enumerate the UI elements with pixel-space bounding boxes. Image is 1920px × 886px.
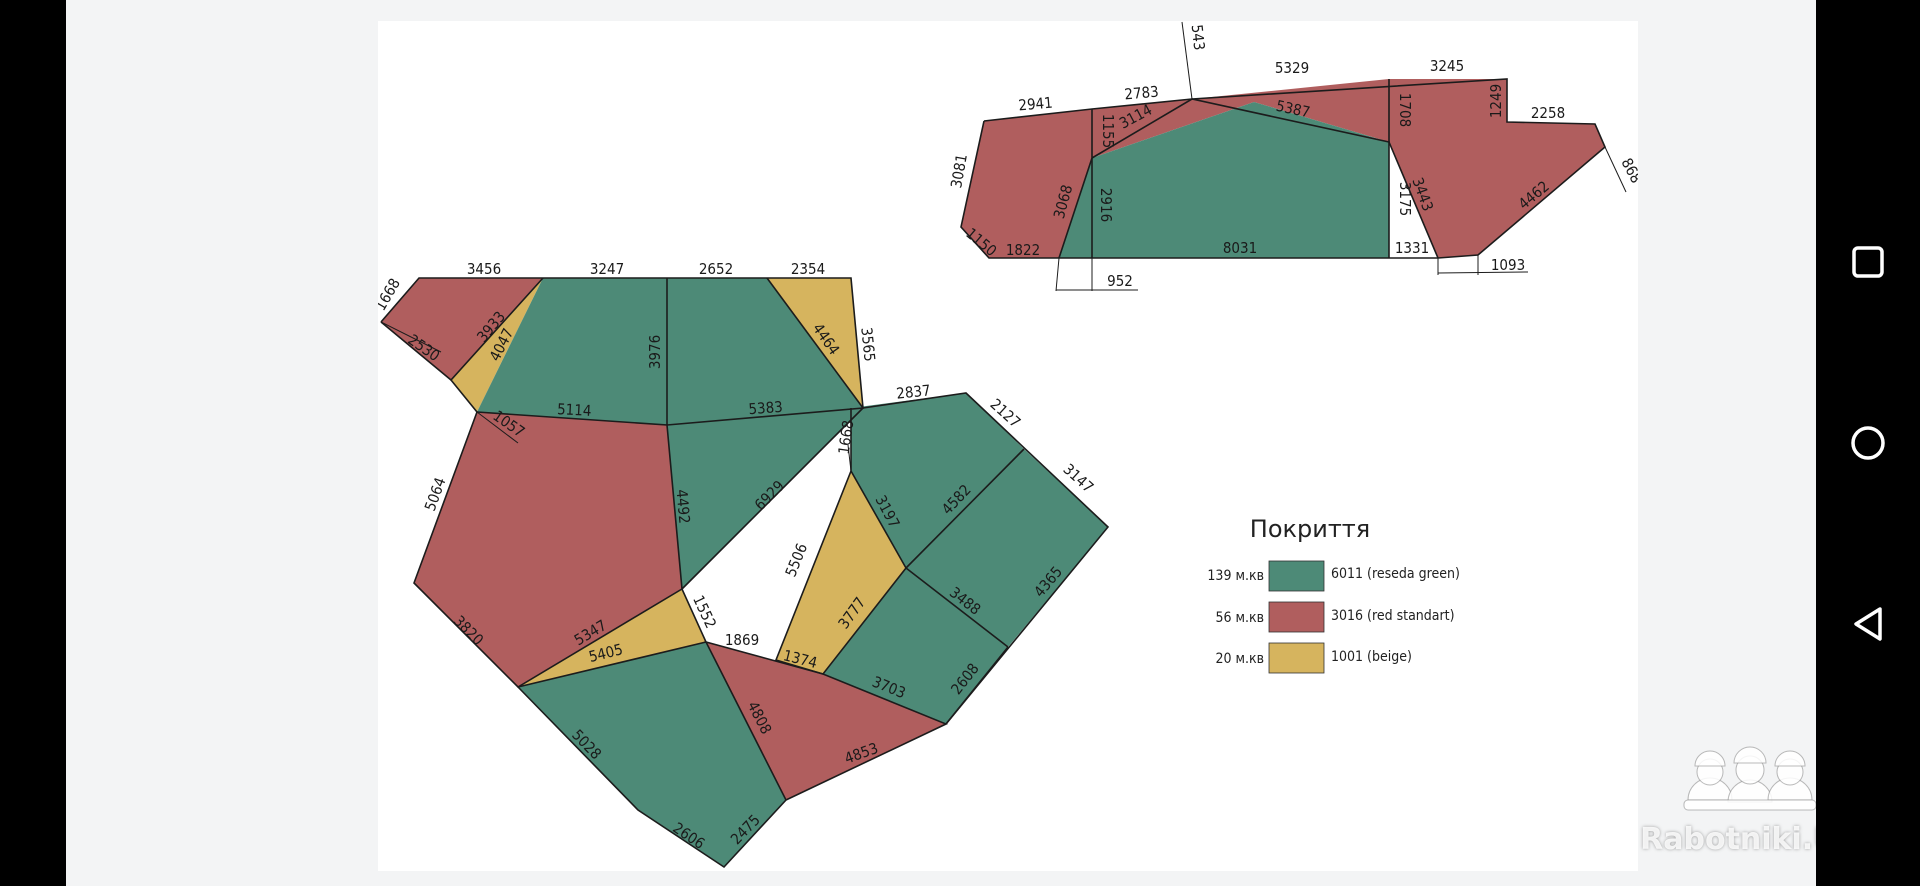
dim-label: 2652 (699, 260, 733, 278)
region-red-right-top (1092, 79, 1389, 158)
legend-area-beige: 20 м.кв (1215, 651, 1264, 667)
dim-label: 3081 (947, 153, 971, 190)
dim-label: 952 (1107, 272, 1133, 290)
drawing-sheet: 1668 3456 3247 2652 2354 2530 3933 4047 … (378, 21, 1638, 871)
region-green-right-3 (823, 568, 1008, 724)
region-green-bottom (518, 642, 786, 867)
legend: Покриття 139 м.кв 6011 (reseda green) 56… (1207, 515, 1460, 674)
back-button[interactable] (1838, 594, 1898, 654)
dim-label: 2783 (1124, 83, 1160, 104)
dim-label: 2916 (1097, 188, 1115, 222)
dim-label: 1708 (1396, 93, 1414, 127)
square-icon (1852, 246, 1884, 278)
region-green-top-1 (477, 278, 667, 425)
dim-label: 3247 (590, 260, 624, 278)
legend-name-beige: 1001 (beige) (1331, 649, 1412, 665)
dim-label: 868 (1617, 155, 1638, 186)
dim-label: 3565 (857, 326, 878, 362)
dim-label: 3976 (646, 335, 664, 369)
dim-label: 5329 (1275, 59, 1309, 77)
region-beige-bottom-strip (518, 589, 706, 687)
dim-label: 5506 (782, 541, 812, 580)
dim-label: 3456 (467, 260, 501, 278)
dim-label: 1093 (1491, 256, 1525, 274)
dim-label: 2837 (895, 381, 931, 402)
triangle-back-icon (1854, 607, 1882, 641)
dim-label: 3175 (1396, 182, 1414, 216)
region-green-right-1 (851, 393, 1024, 568)
region-red-right-left (961, 109, 1092, 258)
dim-label: 5114 (557, 400, 592, 420)
region-green-middle (667, 408, 863, 589)
android-navigation-bar (1816, 0, 1920, 886)
dim-label: 1331 (1395, 239, 1429, 257)
dim-label: 1249 (1487, 84, 1505, 118)
dim-label: 2941 (1018, 94, 1054, 115)
dim-label: 4492 (673, 489, 694, 525)
region-beige-left-top (451, 278, 543, 412)
legend-area-green: 139 м.кв (1207, 568, 1264, 584)
dim-label: 8031 (1223, 239, 1257, 257)
dim-label: 1822 (1006, 241, 1040, 259)
dim-label: 2258 (1531, 104, 1565, 122)
region-green-right-2 (906, 449, 1108, 647)
legend-area-red: 56 м.кв (1215, 610, 1264, 626)
recents-button[interactable] (1838, 232, 1898, 292)
dim-label: 543 (1188, 24, 1209, 52)
region-red-left-top (381, 278, 543, 380)
legend-swatch-green (1268, 560, 1325, 592)
region-green-top-2 (667, 278, 863, 425)
legend-swatch-beige (1268, 642, 1325, 674)
image-viewer: 1668 3456 3247 2652 2354 2530 3933 4047 … (66, 0, 1816, 886)
dim-label: 5383 (748, 398, 784, 418)
circle-icon (1851, 426, 1885, 460)
legend-name-green: 6011 (reseda green) (1331, 566, 1460, 582)
home-button[interactable] (1838, 413, 1898, 473)
legend-swatch-red (1268, 601, 1325, 633)
dim-label: 3245 (1430, 57, 1464, 75)
dim-label: 2354 (791, 260, 825, 278)
dim-label: 1869 (725, 631, 759, 649)
dim-label: 1155 (1099, 114, 1117, 148)
right-structure-edges (960, 21, 1627, 292)
region-red-pentagon (414, 412, 682, 687)
left-structure-edges (380, 277, 1110, 869)
region-beige-right-mid (776, 471, 906, 674)
legend-name-red: 3016 (red standart) (1331, 608, 1455, 624)
workers-logo-icon (1683, 746, 1817, 811)
region-green-right-main (1092, 102, 1389, 258)
roof-coverage-diagram: 1668 3456 3247 2652 2354 2530 3933 4047 … (378, 21, 1638, 869)
dim-label: 1668 (835, 419, 858, 456)
legend-title: Покриття (1250, 515, 1370, 543)
